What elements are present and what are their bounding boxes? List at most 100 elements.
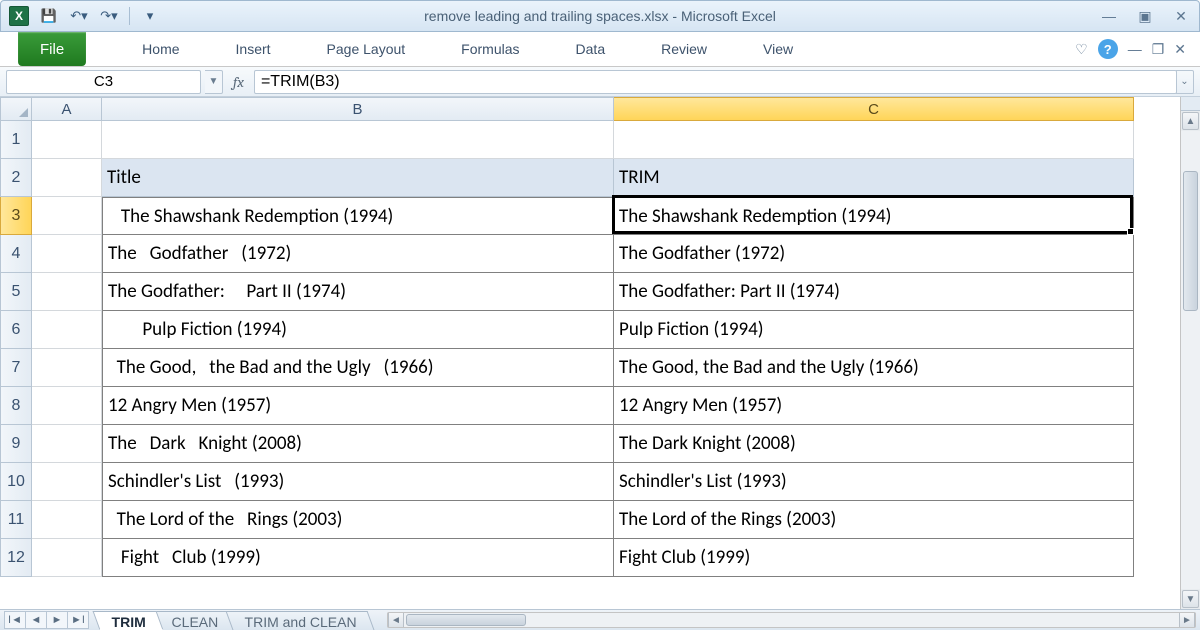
cell[interactable]: The Lord of the Rings (2003) (614, 501, 1134, 539)
tab-data[interactable]: Data (548, 32, 634, 66)
ribbon-minimize-icon[interactable]: ♡ (1075, 41, 1088, 58)
row-header-1[interactable]: 1 (0, 121, 32, 159)
name-box-dropdown-icon[interactable]: ▼ (205, 70, 223, 94)
tab-review[interactable]: Review (633, 32, 735, 66)
split-handle-top[interactable] (1181, 97, 1200, 111)
hscroll-thumb[interactable] (406, 614, 526, 626)
cell[interactable]: Schindler's List (1993) (614, 463, 1134, 501)
worksheet-grid[interactable]: A B C 123456789101112 TitleTRIM The Shaw… (0, 97, 1180, 609)
cell[interactable]: The Shawshank Redemption (1994) (614, 197, 1134, 235)
prev-sheet-icon[interactable]: ◄ (25, 611, 47, 629)
maximize-icon[interactable]: ▣ (1135, 7, 1155, 25)
select-all-corner[interactable] (0, 97, 32, 121)
tab-home[interactable]: Home (114, 32, 207, 66)
cell[interactable] (32, 159, 102, 197)
window-title: remove leading and trailing spaces.xlsx … (424, 8, 776, 24)
scroll-down-icon[interactable]: ▼ (1182, 590, 1199, 608)
sheet-tab-clean[interactable]: CLEAN (153, 611, 237, 630)
row-header-10[interactable]: 10 (0, 463, 32, 501)
row-header-4[interactable]: 4 (0, 235, 32, 273)
cell[interactable]: The Godfather: Part II (1974) (102, 273, 614, 311)
tab-page-layout[interactable]: Page Layout (299, 32, 434, 66)
cell[interactable] (32, 349, 102, 387)
doc-restore-icon[interactable]: ❐ (1152, 41, 1165, 58)
cell[interactable] (32, 387, 102, 425)
sheet-tab-trim-and-clean[interactable]: TRIM and CLEAN (225, 611, 374, 630)
scroll-right-icon[interactable]: ► (1179, 613, 1195, 627)
cell[interactable] (32, 539, 102, 577)
row-header-9[interactable]: 9 (0, 425, 32, 463)
first-sheet-icon[interactable]: I◄ (4, 611, 26, 629)
cell[interactable]: The Godfather: Part II (1974) (614, 273, 1134, 311)
cell[interactable]: Pulp Fiction (1994) (614, 311, 1134, 349)
scroll-left-icon[interactable]: ◄ (388, 613, 404, 627)
cell[interactable]: The Lord of the Rings (2003) (102, 501, 614, 539)
cell[interactable]: TRIM (614, 159, 1134, 197)
cell[interactable]: 12 Angry Men (1957) (614, 387, 1134, 425)
row-header-7[interactable]: 7 (0, 349, 32, 387)
row-header-5[interactable]: 5 (0, 273, 32, 311)
tab-view[interactable]: View (735, 32, 821, 66)
cell[interactable]: The Godfather (1972) (614, 235, 1134, 273)
title-bar: X 💾 ↶▾ ↷▾ ▾ remove leading and trailing … (0, 0, 1200, 32)
file-tab[interactable]: File (18, 32, 86, 66)
cell[interactable]: Fight Club (1999) (102, 539, 614, 577)
cell[interactable]: The Dark Knight (2008) (614, 425, 1134, 463)
row-header-8[interactable]: 8 (0, 387, 32, 425)
cell[interactable] (32, 463, 102, 501)
row-header-11[interactable]: 11 (0, 501, 32, 539)
name-box[interactable]: C3 (6, 70, 201, 94)
doc-minimize-icon[interactable]: ― (1128, 41, 1142, 57)
row-header-2[interactable]: 2 (0, 159, 32, 197)
col-header-c[interactable]: C (614, 97, 1134, 121)
scroll-up-icon[interactable]: ▲ (1182, 112, 1199, 130)
next-sheet-icon[interactable]: ► (46, 611, 68, 629)
last-sheet-icon[interactable]: ►I (67, 611, 89, 629)
cell[interactable]: The Shawshank Redemption (1994) (102, 197, 614, 235)
cell[interactable] (32, 425, 102, 463)
save-icon[interactable]: 💾 (37, 6, 61, 26)
cell[interactable] (32, 273, 102, 311)
cell[interactable] (32, 311, 102, 349)
cell[interactable]: The Dark Knight (2008) (102, 425, 614, 463)
customize-qat-icon[interactable]: ▾ (138, 6, 162, 26)
cell[interactable] (32, 121, 102, 159)
row-header-3[interactable]: 3 (0, 197, 32, 235)
scrollbar-track[interactable] (1181, 131, 1200, 589)
row-header-6[interactable]: 6 (0, 311, 32, 349)
cell[interactable] (32, 501, 102, 539)
cell[interactable]: Title (102, 159, 614, 197)
window-controls: ― ▣ ✕ (1099, 7, 1191, 25)
cell[interactable] (32, 197, 102, 235)
tab-insert[interactable]: Insert (208, 32, 299, 66)
ribbon-tabs: File Home Insert Page Layout Formulas Da… (0, 32, 1200, 67)
formula-expand-icon[interactable]: ⌄ (1176, 70, 1194, 94)
cell[interactable]: Fight Club (1999) (614, 539, 1134, 577)
help-icon[interactable]: ? (1098, 39, 1118, 59)
cell[interactable]: The Good, the Bad and the Ugly (1966) (102, 349, 614, 387)
close-icon[interactable]: ✕ (1171, 7, 1191, 25)
row-header-12[interactable]: 12 (0, 539, 32, 577)
cell[interactable]: Pulp Fiction (1994) (102, 311, 614, 349)
fx-icon[interactable]: fx (233, 73, 244, 91)
vertical-scrollbar[interactable]: ▲ ▼ (1180, 97, 1200, 609)
cell[interactable]: The Godfather (1972) (102, 235, 614, 273)
undo-icon[interactable]: ↶▾ (67, 6, 91, 26)
scrollbar-thumb[interactable] (1183, 171, 1198, 311)
tab-formulas[interactable]: Formulas (433, 32, 547, 66)
redo-icon[interactable]: ↷▾ (97, 6, 121, 26)
cell[interactable]: Schindler's List (1993) (102, 463, 614, 501)
formula-input[interactable]: =TRIM(B3) (254, 70, 1177, 94)
minimize-icon[interactable]: ― (1099, 7, 1119, 25)
cell[interactable] (614, 121, 1134, 159)
cell[interactable] (102, 121, 614, 159)
cell[interactable]: The Good, the Bad and the Ugly (1966) (614, 349, 1134, 387)
horizontal-scrollbar[interactable]: ◄ ► (387, 612, 1196, 628)
doc-close-icon[interactable]: ✕ (1174, 41, 1186, 58)
cell[interactable]: 12 Angry Men (1957) (102, 387, 614, 425)
sheet-tab-trim[interactable]: TRIM (93, 611, 164, 630)
excel-logo-icon: X (9, 6, 29, 26)
col-header-b[interactable]: B (102, 97, 614, 121)
col-header-a[interactable]: A (32, 97, 102, 121)
cell[interactable] (32, 235, 102, 273)
